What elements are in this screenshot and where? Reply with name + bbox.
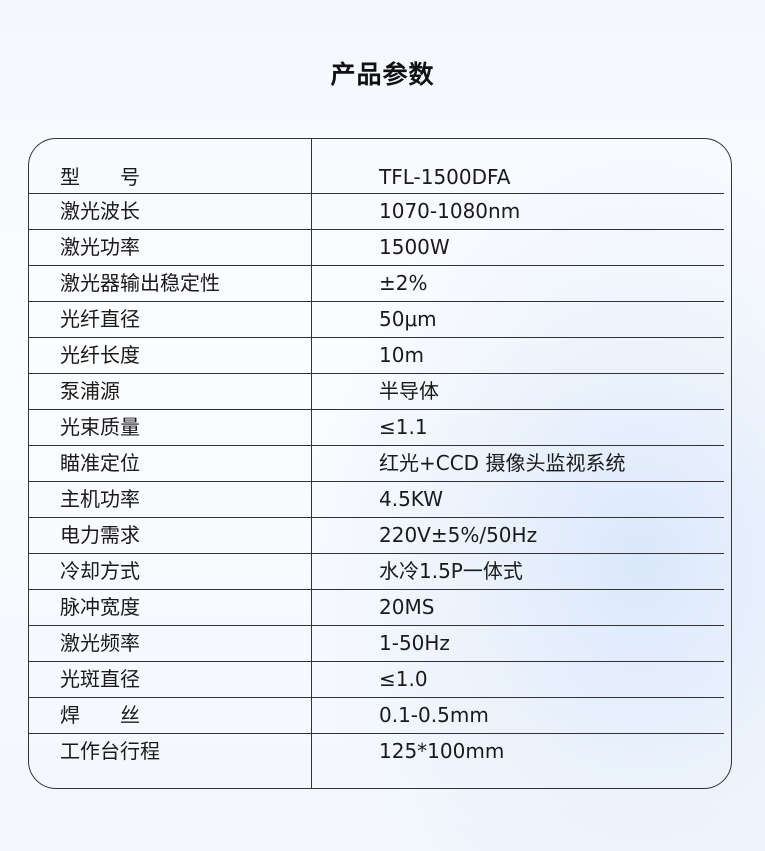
spec-value: 50μm — [379, 307, 437, 331]
spec-label: 瞄准定位 — [60, 451, 140, 475]
row-divider — [29, 337, 724, 338]
spec-value: 水冷1.5P一体式 — [379, 559, 523, 583]
table-row: 激光器输出稳定性 ±2% — [0, 265, 765, 301]
table-row: 型 号 TFL-1500DFA — [0, 159, 765, 195]
table-row: 瞄准定位 红光+CCD 摄像头监视系统 — [0, 445, 765, 481]
page-title: 产品参数 — [330, 60, 435, 89]
table-row: 工作台行程 125*100mm — [0, 733, 765, 769]
spec-label: 光斑直径 — [60, 667, 140, 691]
row-divider — [29, 301, 724, 302]
spec-value: ≤1.1 — [379, 415, 428, 439]
row-divider — [29, 733, 724, 734]
table-row: 光束质量 ≤1.1 — [0, 409, 765, 445]
spec-value: 1500W — [379, 235, 450, 259]
table-row: 光纤长度 10m — [0, 337, 765, 373]
spec-label: 激光功率 — [60, 235, 140, 259]
table-row: 主机功率 4.5KW — [0, 481, 765, 517]
spec-value: 0.1-0.5mm — [379, 703, 489, 727]
spec-value: 10m — [379, 343, 424, 367]
table-row: 激光频率 1-50Hz — [0, 625, 765, 661]
table-row: 泵浦源 半导体 — [0, 373, 765, 409]
spec-value: 半导体 — [379, 379, 439, 403]
row-divider — [29, 481, 724, 482]
spec-value: 红光+CCD 摄像头监视系统 — [379, 451, 626, 475]
spec-label: 焊 丝 — [60, 703, 140, 727]
spec-label: 激光频率 — [60, 631, 140, 655]
table-row: 焊 丝 0.1-0.5mm — [0, 697, 765, 733]
row-divider — [29, 553, 724, 554]
table-row: 光纤直径 50μm — [0, 301, 765, 337]
spec-label: 主机功率 — [60, 487, 140, 511]
spec-table — [28, 138, 732, 789]
row-divider — [29, 229, 724, 230]
spec-label: 型 号 — [60, 165, 140, 189]
spec-value: 20MS — [379, 595, 435, 619]
spec-value: 125*100mm — [379, 739, 505, 763]
table-row: 脉冲宽度 20MS — [0, 589, 765, 625]
row-divider — [29, 193, 724, 194]
table-row: 冷却方式 水冷1.5P一体式 — [0, 553, 765, 589]
spec-value: 4.5KW — [379, 487, 443, 511]
spec-value: 1070-1080nm — [379, 199, 521, 223]
spec-label: 光纤直径 — [60, 307, 140, 331]
row-divider — [29, 265, 724, 266]
spec-label: 光束质量 — [60, 415, 140, 439]
row-divider — [29, 625, 724, 626]
row-divider — [29, 661, 724, 662]
spec-label: 激光波长 — [60, 199, 140, 223]
spec-label: 激光器输出稳定性 — [60, 271, 220, 295]
row-divider — [29, 445, 724, 446]
spec-value: ±2% — [379, 271, 428, 295]
spec-value: ≤1.0 — [379, 667, 428, 691]
row-divider — [29, 517, 724, 518]
spec-label: 冷却方式 — [60, 559, 140, 583]
spec-value: 1-50Hz — [379, 631, 450, 655]
table-row: 电力需求 220V±5%/50Hz — [0, 517, 765, 553]
row-divider — [29, 589, 724, 590]
table-row: 光斑直径 ≤1.0 — [0, 661, 765, 697]
row-divider — [29, 409, 724, 410]
spec-label: 电力需求 — [60, 523, 140, 547]
spec-label: 光纤长度 — [60, 343, 140, 367]
row-divider — [29, 697, 724, 698]
row-divider — [29, 373, 724, 374]
table-row: 激光波长 1070-1080nm — [0, 193, 765, 229]
table-row: 激光功率 1500W — [0, 229, 765, 265]
spec-label: 泵浦源 — [60, 379, 120, 403]
spec-label: 工作台行程 — [60, 739, 160, 763]
spec-label: 脉冲宽度 — [60, 595, 140, 619]
column-divider — [311, 138, 312, 789]
spec-value: 220V±5%/50Hz — [379, 523, 538, 547]
spec-value: TFL-1500DFA — [379, 165, 511, 189]
